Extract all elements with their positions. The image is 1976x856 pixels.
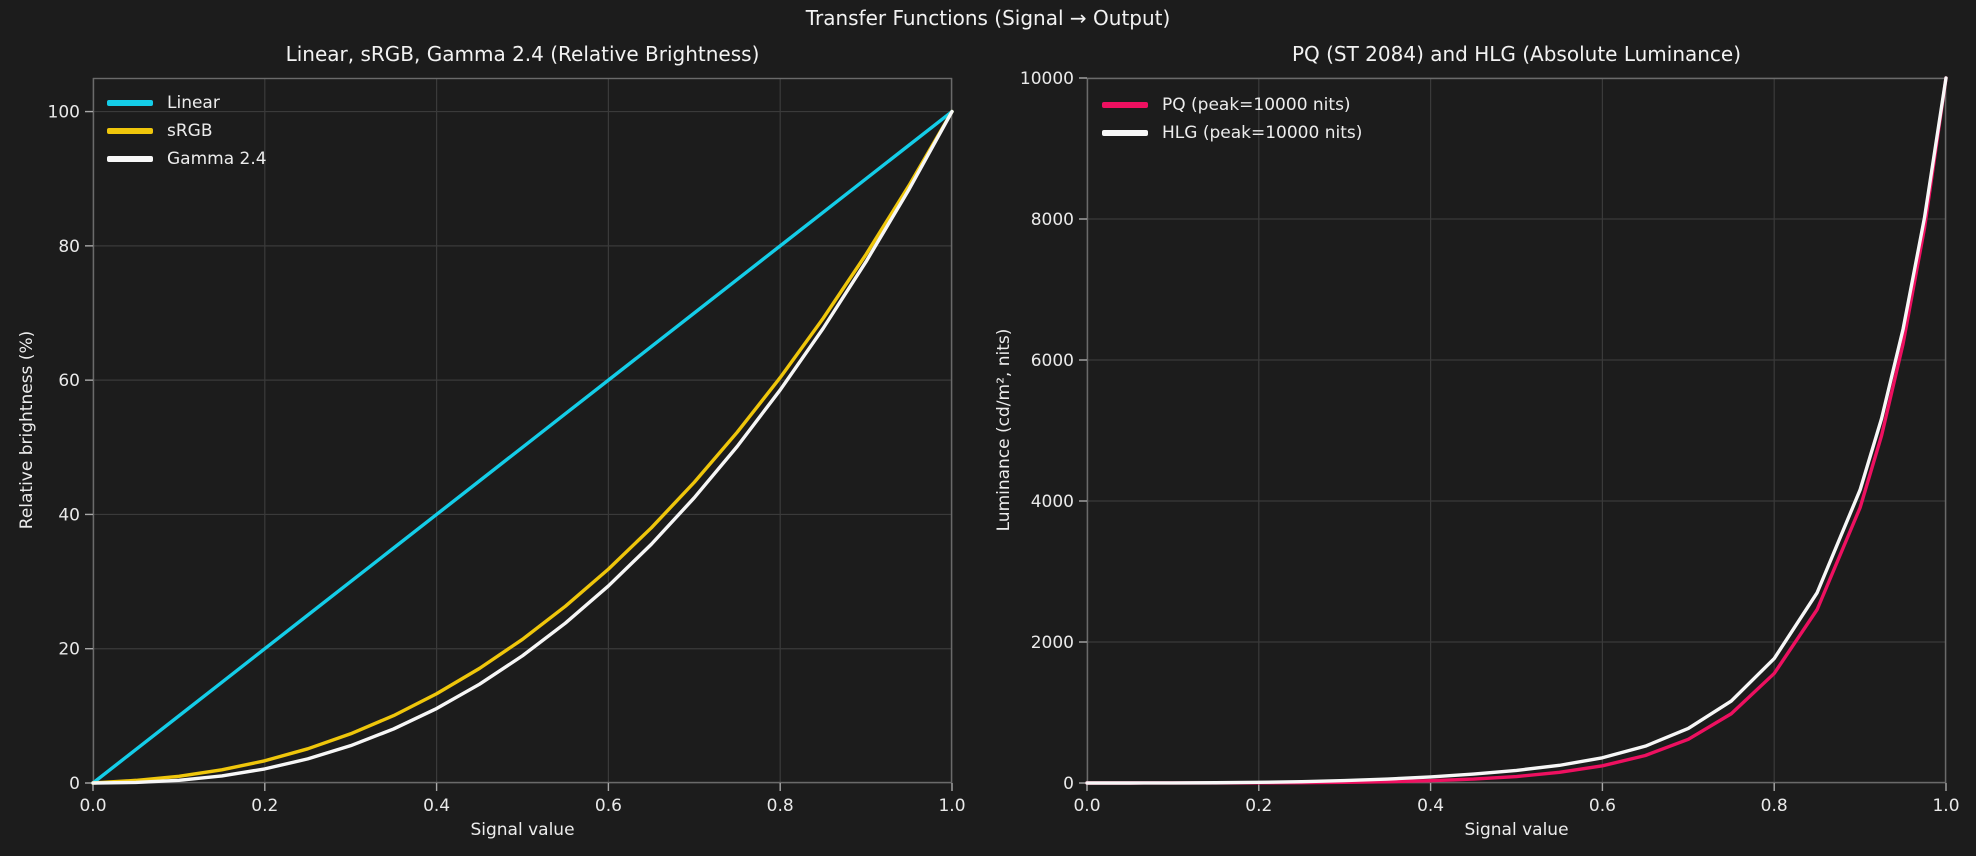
x-tick-label: 0.2: [1245, 796, 1272, 816]
x-tick-label: 0.6: [595, 796, 622, 816]
y-tick-label: 4000: [1031, 492, 1074, 512]
left-chart-x-axis-label: Signal value: [470, 820, 575, 840]
y-tick-label: 20: [58, 640, 80, 660]
axes-spines: [1086, 77, 1947, 784]
right-chart-title: PQ (ST 2084) and HLG (Absolute Luminance…: [1291, 42, 1742, 66]
x-tick-label: 0.4: [1417, 796, 1444, 816]
series-line-gamma-2-4: [91, 109, 954, 785]
legend-item-linear: Linear: [107, 89, 267, 117]
gamma24-line-swatch: [107, 156, 153, 162]
y-tick-label: 2000: [1031, 633, 1074, 653]
y-tick-label: 0: [69, 774, 80, 794]
right-chart-plot-area: 0.0 0.2 0.4 0.6 0.8 1.0 0 2000 4000 6000 8000 10000: [1020, 69, 1960, 816]
y-tick-label: 8000: [1031, 210, 1074, 230]
legend-label-srgb: sRGB: [167, 121, 213, 141]
legend-item-hlg: HLG (peak=10000 nits): [1102, 119, 1362, 147]
series-line-pq-peak-10000-nits: [1085, 76, 1948, 785]
legend-label-linear: Linear: [167, 93, 220, 113]
y-tick-label: 10000: [1020, 69, 1074, 89]
x-tick-label: 0.8: [767, 796, 794, 816]
right-chart-y-axis-label: Luminance (cd/m², nits): [994, 328, 1014, 532]
x-tick-label: 0.6: [1589, 796, 1616, 816]
left-chart-plot-area: 0.0 0.2 0.4 0.6 0.8 1.0 0 20 40 60 80 100: [48, 77, 966, 816]
left-chart-y-axis-label: Relative brightness (%): [17, 330, 37, 530]
y-tick-label: 60: [58, 371, 80, 391]
figure-suptitle: Transfer Functions (Signal → Output): [805, 6, 1171, 30]
y-tick-label: 0: [1063, 774, 1074, 794]
legend-label-hlg: HLG (peak=10000 nits): [1162, 123, 1363, 143]
right-chart-x-axis-label: Signal value: [1464, 820, 1569, 840]
x-tick-label: 1.0: [938, 796, 965, 816]
hlg-line-swatch: [1102, 130, 1148, 136]
y-tick-label: 6000: [1031, 351, 1074, 371]
axes-spines: [92, 77, 953, 784]
x-tick-label: 0.0: [79, 796, 106, 816]
linear-line-swatch: [107, 100, 153, 106]
series-line-hlg-peak-10000-nits: [1085, 76, 1948, 785]
x-tick-label: 0.2: [251, 796, 278, 816]
legend-item-gamma24: Gamma 2.4: [107, 145, 267, 173]
pq-line-swatch: [1102, 102, 1148, 108]
series-line-linear: [91, 109, 954, 785]
legend-label-gamma24: Gamma 2.4: [167, 149, 267, 169]
left-chart-title: Linear, sRGB, Gamma 2.4 (Relative Bright…: [285, 42, 760, 66]
series-line-srgb: [91, 109, 954, 785]
left-chart-legend: Linear sRGB Gamma 2.4: [107, 89, 267, 173]
legend-item-srgb: sRGB: [107, 117, 267, 145]
x-tick-label: 1.0: [1932, 796, 1959, 816]
srgb-line-swatch: [107, 128, 153, 134]
x-tick-label: 0.4: [423, 796, 450, 816]
right-chart-legend: PQ (peak=10000 nits) HLG (peak=10000 nit…: [1102, 91, 1362, 147]
legend-label-pq: PQ (peak=10000 nits): [1162, 95, 1351, 115]
y-tick-label: 100: [48, 103, 80, 123]
legend-item-pq: PQ (peak=10000 nits): [1102, 91, 1362, 119]
x-tick-label: 0.0: [1073, 796, 1100, 816]
y-tick-label: 40: [58, 505, 80, 525]
y-tick-label: 80: [58, 237, 80, 257]
x-tick-label: 0.8: [1761, 796, 1788, 816]
